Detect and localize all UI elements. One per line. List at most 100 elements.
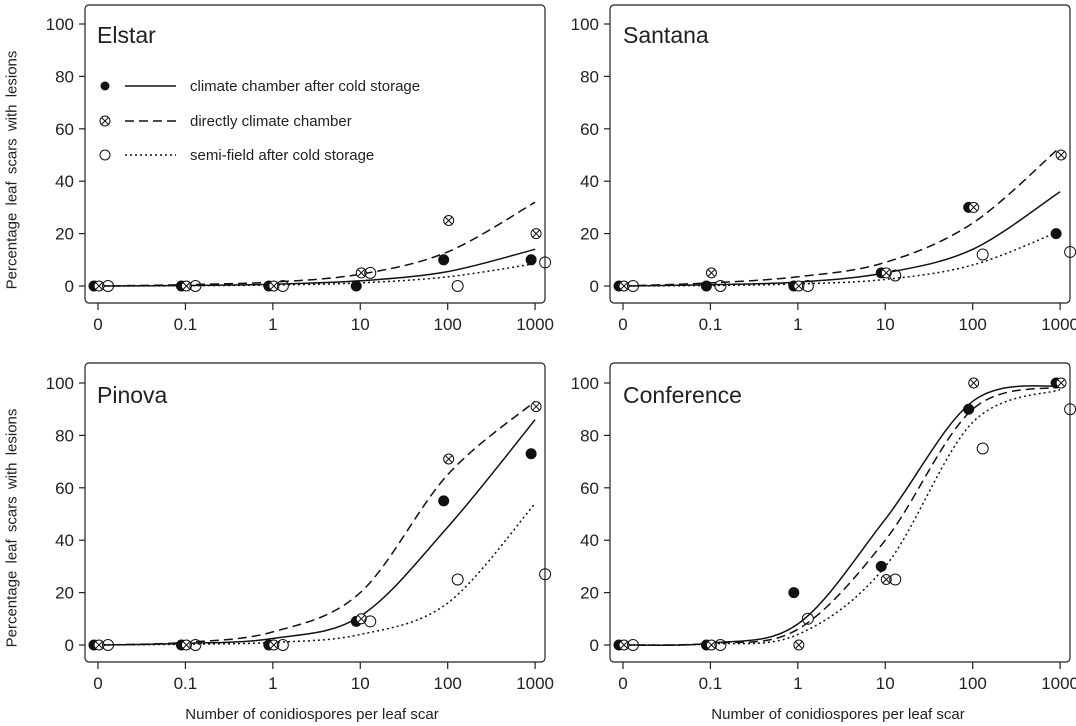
crossed-circle-stroke — [269, 282, 278, 290]
data-point-direct-climate — [530, 401, 542, 413]
x-tick-label: 1000 — [516, 315, 554, 334]
x-tick-label: 100 — [959, 315, 987, 334]
y-tick-label: 40 — [580, 172, 599, 191]
data-point-semifield-cold — [364, 266, 377, 279]
data-point-direct-climate — [443, 215, 455, 226]
x-tick-label: 1 — [793, 674, 802, 693]
y-tick-label: 60 — [55, 479, 74, 498]
legend-marker-crossed-circle — [99, 115, 111, 127]
x-tick-label: 1 — [268, 674, 277, 693]
y-tick-label: 40 — [580, 531, 599, 550]
data-point-climate-cold — [963, 403, 975, 415]
data-point-direct-climate — [793, 639, 805, 651]
fit-curve-direct-climate — [622, 386, 1061, 646]
x-tick-label: 1000 — [516, 674, 554, 693]
x-tick-label: 1 — [793, 315, 802, 334]
data-point-direct-climate — [968, 377, 980, 389]
data-point-climate-cold — [438, 495, 450, 507]
x-tick-label: 0 — [618, 674, 627, 693]
data-point-direct-climate — [880, 267, 892, 279]
data-point-semifield-cold — [102, 639, 114, 651]
data-point-climate-cold — [1050, 228, 1062, 240]
data-point-climate-cold — [525, 448, 537, 460]
x-axis-title-right: Number of conidiospores per leaf scar — [711, 706, 965, 723]
y-tick-label: 0 — [590, 277, 599, 296]
fit-curve-direct-climate — [97, 201, 536, 287]
data-point-semifield-cold — [276, 639, 289, 651]
data-point-direct-climate — [180, 639, 192, 651]
crossed-circle-stroke — [1057, 379, 1065, 387]
fit-curve-direct-climate — [622, 146, 1061, 287]
x-tick-label: 1000 — [1041, 315, 1076, 334]
y-axis-title-bottom: Percentage leaf scars with lesions — [0, 363, 24, 693]
data-point-direct-climate — [705, 267, 717, 279]
fit-curve-climate-cold — [97, 248, 536, 287]
data-point-semifield-cold — [276, 280, 289, 292]
crossed-circle-stroke — [95, 282, 103, 290]
data-point-semifield-cold — [889, 573, 902, 586]
data-point-semifield-cold — [451, 573, 464, 586]
data-point-semifield-cold — [801, 612, 814, 625]
data-point-direct-climate — [180, 280, 192, 292]
crossed-circle-stroke — [95, 641, 103, 649]
fit-curve-semifield-cold — [622, 388, 1061, 646]
y-tick-label: 0 — [65, 636, 74, 655]
plot-frame — [84, 362, 546, 663]
data-point-semifield-cold — [889, 269, 902, 282]
crossed-circle-stroke — [532, 402, 540, 411]
fit-curve-climate-cold — [622, 384, 1061, 647]
y-tick-label: 0 — [65, 277, 74, 296]
data-point-semifield-cold — [102, 280, 114, 292]
y-tick-label: 80 — [55, 426, 74, 445]
crossed-circle-stroke — [182, 641, 191, 649]
crossed-circle-stroke — [1057, 151, 1065, 159]
data-point-direct-climate — [268, 639, 280, 651]
crossed-circle-stroke — [620, 282, 628, 290]
legend-label: climate chamber after cold storage — [190, 78, 420, 95]
data-point-semifield-cold — [189, 639, 202, 651]
y-axis-title-top-text: Percentage leaf scars with lesions — [3, 50, 21, 290]
x-tick-label: 0.1 — [699, 674, 723, 693]
data-point-semifield-cold — [714, 280, 727, 292]
x-tick-label: 0.1 — [174, 674, 198, 693]
y-tick-label: 60 — [55, 120, 74, 139]
legend-marker-filled-circle — [100, 81, 110, 91]
crossed-circle-stroke — [357, 269, 366, 277]
data-point-direct-climate — [705, 639, 717, 651]
x-tick-label: 100 — [434, 674, 462, 693]
data-point-direct-climate — [355, 267, 367, 279]
legend-label: semi-field after cold storage — [190, 147, 374, 164]
x-tick-label: 0.1 — [174, 315, 198, 334]
data-point-direct-climate — [443, 453, 455, 465]
plot-frame — [609, 4, 1071, 304]
y-tick-label: 60 — [580, 120, 599, 139]
y-tick-label: 100 — [571, 374, 599, 393]
fit-curve-direct-climate — [97, 400, 536, 646]
legend: climate chamber after cold storage direct… — [99, 78, 420, 164]
y-tick-label: 100 — [571, 15, 599, 34]
x-axis-title-left: Number of conidiospores per leaf scar — [185, 706, 439, 723]
data-point-direct-climate — [355, 613, 367, 625]
y-tick-label: 20 — [55, 225, 74, 244]
data-point-direct-climate — [618, 280, 630, 292]
plot-frame — [609, 362, 1071, 663]
data-point-direct-climate — [268, 280, 280, 292]
x-tick-label: 100 — [959, 674, 987, 693]
data-point-semifield-cold — [976, 248, 989, 261]
crossed-circle-stroke — [707, 269, 716, 277]
data-point-direct-climate — [618, 639, 630, 651]
data-point-direct-climate — [530, 228, 542, 240]
legend-marker-open-circle — [99, 149, 111, 161]
data-point-climate-cold — [350, 280, 362, 292]
fit-curve-climate-cold — [622, 191, 1061, 287]
crossed-circle-stroke — [269, 641, 278, 649]
data-point-semifield-cold — [539, 568, 552, 581]
crossed-circle-stroke — [101, 117, 109, 125]
panel-title: Conference — [623, 382, 742, 408]
crossed-circle-stroke — [794, 641, 803, 649]
panel-title: Elstar — [97, 22, 156, 48]
data-point-climate-cold — [700, 280, 712, 292]
x-tick-label: 0 — [618, 315, 627, 334]
x-tick-label: 1 — [268, 315, 277, 334]
